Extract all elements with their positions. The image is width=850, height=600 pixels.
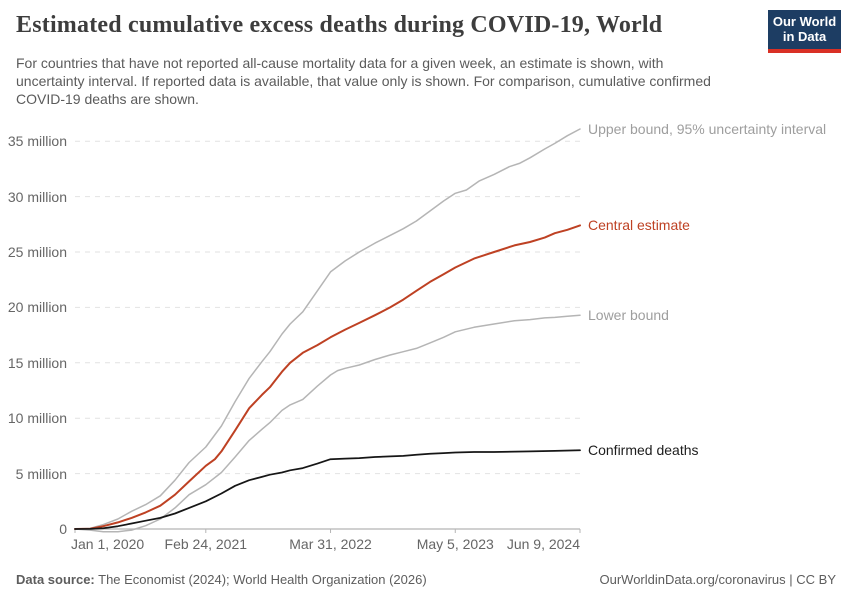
series-label-upper-bound-95-uncertainty-interval: Upper bound, 95% uncertainty interval — [588, 121, 827, 137]
data-source-text: The Economist (2024); World Health Organ… — [94, 572, 427, 587]
y-axis-label: 0 — [59, 521, 67, 537]
owid-logo-line2: in Data — [782, 28, 827, 44]
y-axis-label: 25 million — [7, 244, 67, 260]
y-axis-label: 20 million — [7, 299, 67, 316]
series-line-confirmed-deaths — [74, 449, 581, 530]
data-source-note: Data source: The Economist (2024); World… — [16, 572, 427, 587]
x-axis-label: May 5, 2023 — [416, 536, 494, 552]
y-axis-label: 15 million — [7, 354, 67, 371]
y-axis-label: 5 million — [15, 465, 67, 482]
y-axis-label: 30 million — [7, 188, 67, 205]
series-label-confirmed-deaths: Confirmed deaths — [588, 442, 699, 459]
y-axis-label: 10 million — [7, 410, 67, 427]
series-label-lower-bound: Lower bound — [588, 307, 669, 324]
chart-subtitle: For countries that have not reported all… — [16, 55, 711, 108]
owid-logo-line1: Our World — [772, 13, 837, 29]
data-source-label: Data source: — [16, 572, 95, 587]
page-title: Estimated cumulative excess deaths durin… — [16, 12, 663, 38]
owid-logo: Our World in Data — [768, 10, 841, 53]
x-axis-label: Jun 9, 2024 — [506, 536, 580, 552]
chart-footer: Data source: The Economist (2024); World… — [16, 572, 836, 587]
series-line-lower-bound — [74, 314, 581, 533]
series-label-central-estimate: Central estimate — [588, 217, 690, 234]
y-axis-label: 35 million — [7, 133, 67, 150]
series-line-upper-bound-95-uncertainty-interval — [74, 128, 581, 530]
x-axis-label: Jan 1, 2020 — [71, 536, 145, 552]
series-line-central-estimate — [74, 224, 581, 530]
license-link[interactable]: OurWorldinData.org/coronavirus | CC BY — [599, 572, 836, 587]
x-axis-label: Mar 31, 2022 — [289, 536, 372, 552]
x-axis-label: Feb 24, 2021 — [164, 536, 248, 552]
